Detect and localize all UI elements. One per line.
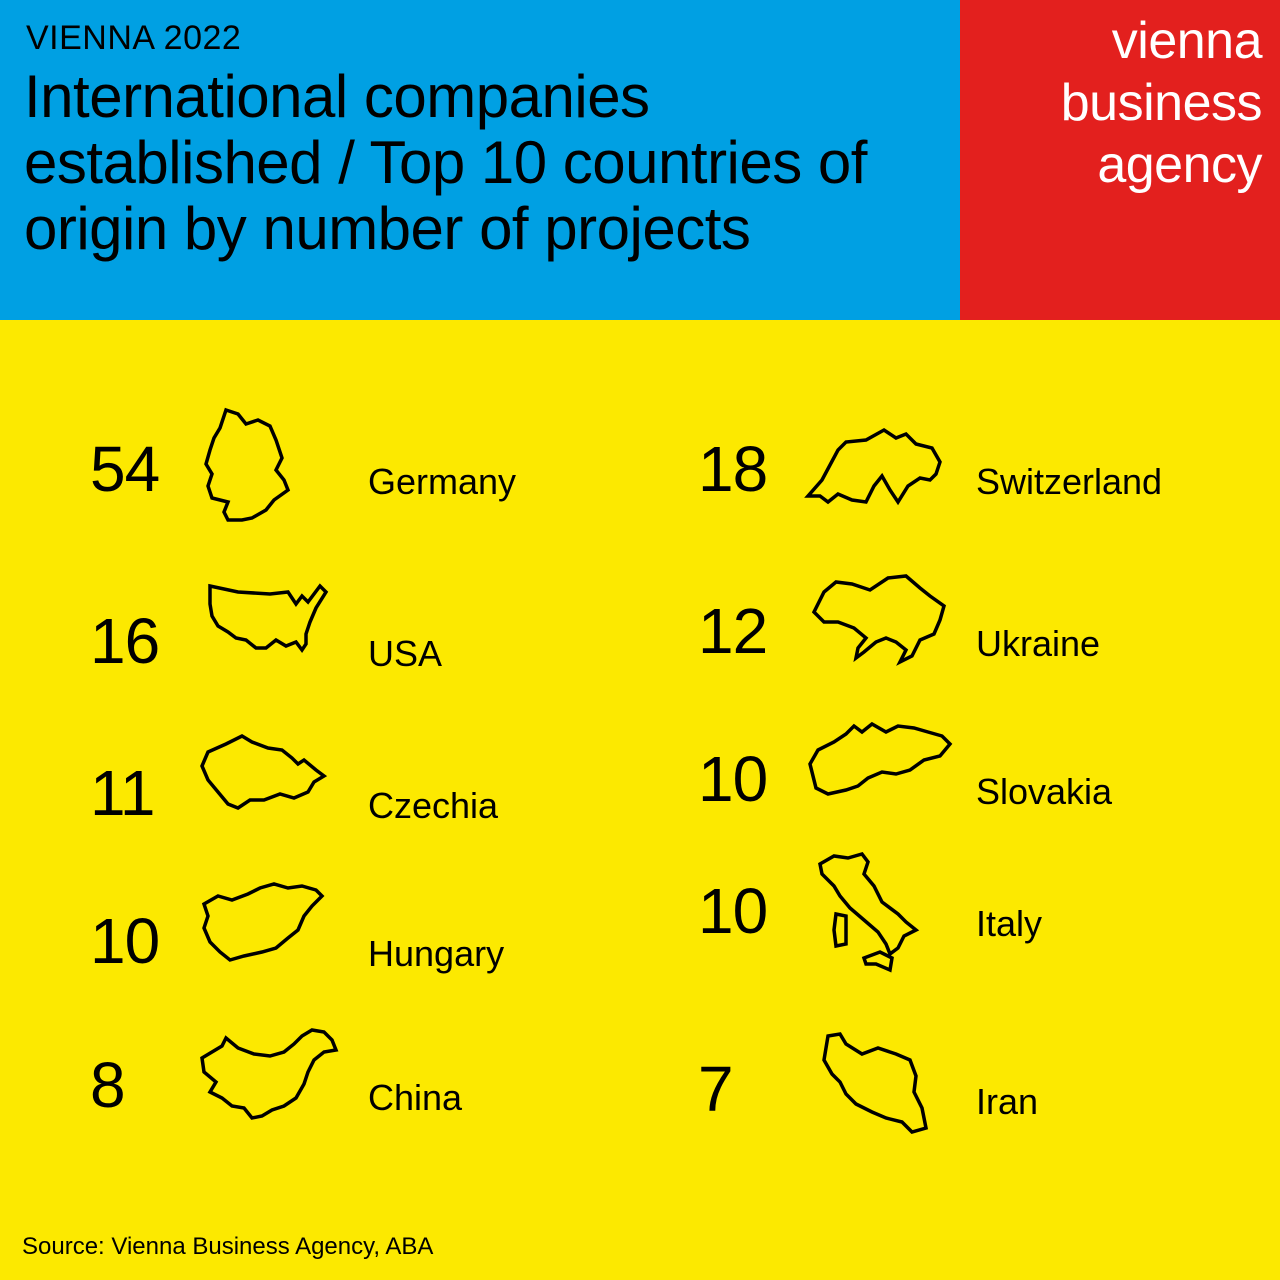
slovakia-map-icon <box>808 721 953 796</box>
project-count: 54 <box>90 433 160 505</box>
country-label: Switzerland <box>976 461 1163 502</box>
project-count: 10 <box>698 743 768 815</box>
project-count: 10 <box>698 875 768 947</box>
project-count: 16 <box>90 605 160 677</box>
iran-map-icon <box>822 1032 929 1134</box>
czechia-map-icon <box>200 734 328 810</box>
china-map-icon <box>200 1028 339 1120</box>
chart-title: International companies established / To… <box>24 63 867 262</box>
project-count: 8 <box>90 1049 126 1121</box>
country-label: Germany <box>368 461 517 502</box>
country-label: Czechia <box>368 785 499 826</box>
project-count: 12 <box>698 595 768 667</box>
brand-line: business <box>1060 74 1263 132</box>
country-label: Iran <box>976 1081 1039 1122</box>
brand-line: agency <box>1097 136 1262 194</box>
project-count: 10 <box>90 905 160 977</box>
source-note: Source: Vienna Business Agency, ABA <box>22 1233 434 1260</box>
hungary-map-icon <box>201 882 325 962</box>
country-label: Hungary <box>368 933 505 974</box>
usa-map-icon <box>208 583 329 654</box>
brand-line: vienna <box>1111 12 1263 70</box>
brand-logo: vienna business agency <box>972 10 1263 196</box>
country-label: Slovakia <box>976 771 1113 812</box>
italy-map-icon <box>818 851 920 973</box>
project-count: 18 <box>698 433 768 505</box>
header-panel: VIENNA 2022 International companies esta… <box>0 0 960 320</box>
project-count: 11 <box>90 757 155 829</box>
country-label: Ukraine <box>976 623 1101 664</box>
ukraine-map-icon <box>811 574 947 666</box>
project-count: 7 <box>698 1053 734 1125</box>
germany-map-icon <box>204 407 291 522</box>
switzerland-map-icon <box>804 427 942 506</box>
country-label: Italy <box>976 903 1043 944</box>
header-kicker: VIENNA 2022 <box>26 19 242 57</box>
brand-panel: vienna business agency <box>960 0 1280 320</box>
country-label: USA <box>368 633 443 674</box>
country-label: China <box>368 1077 463 1118</box>
